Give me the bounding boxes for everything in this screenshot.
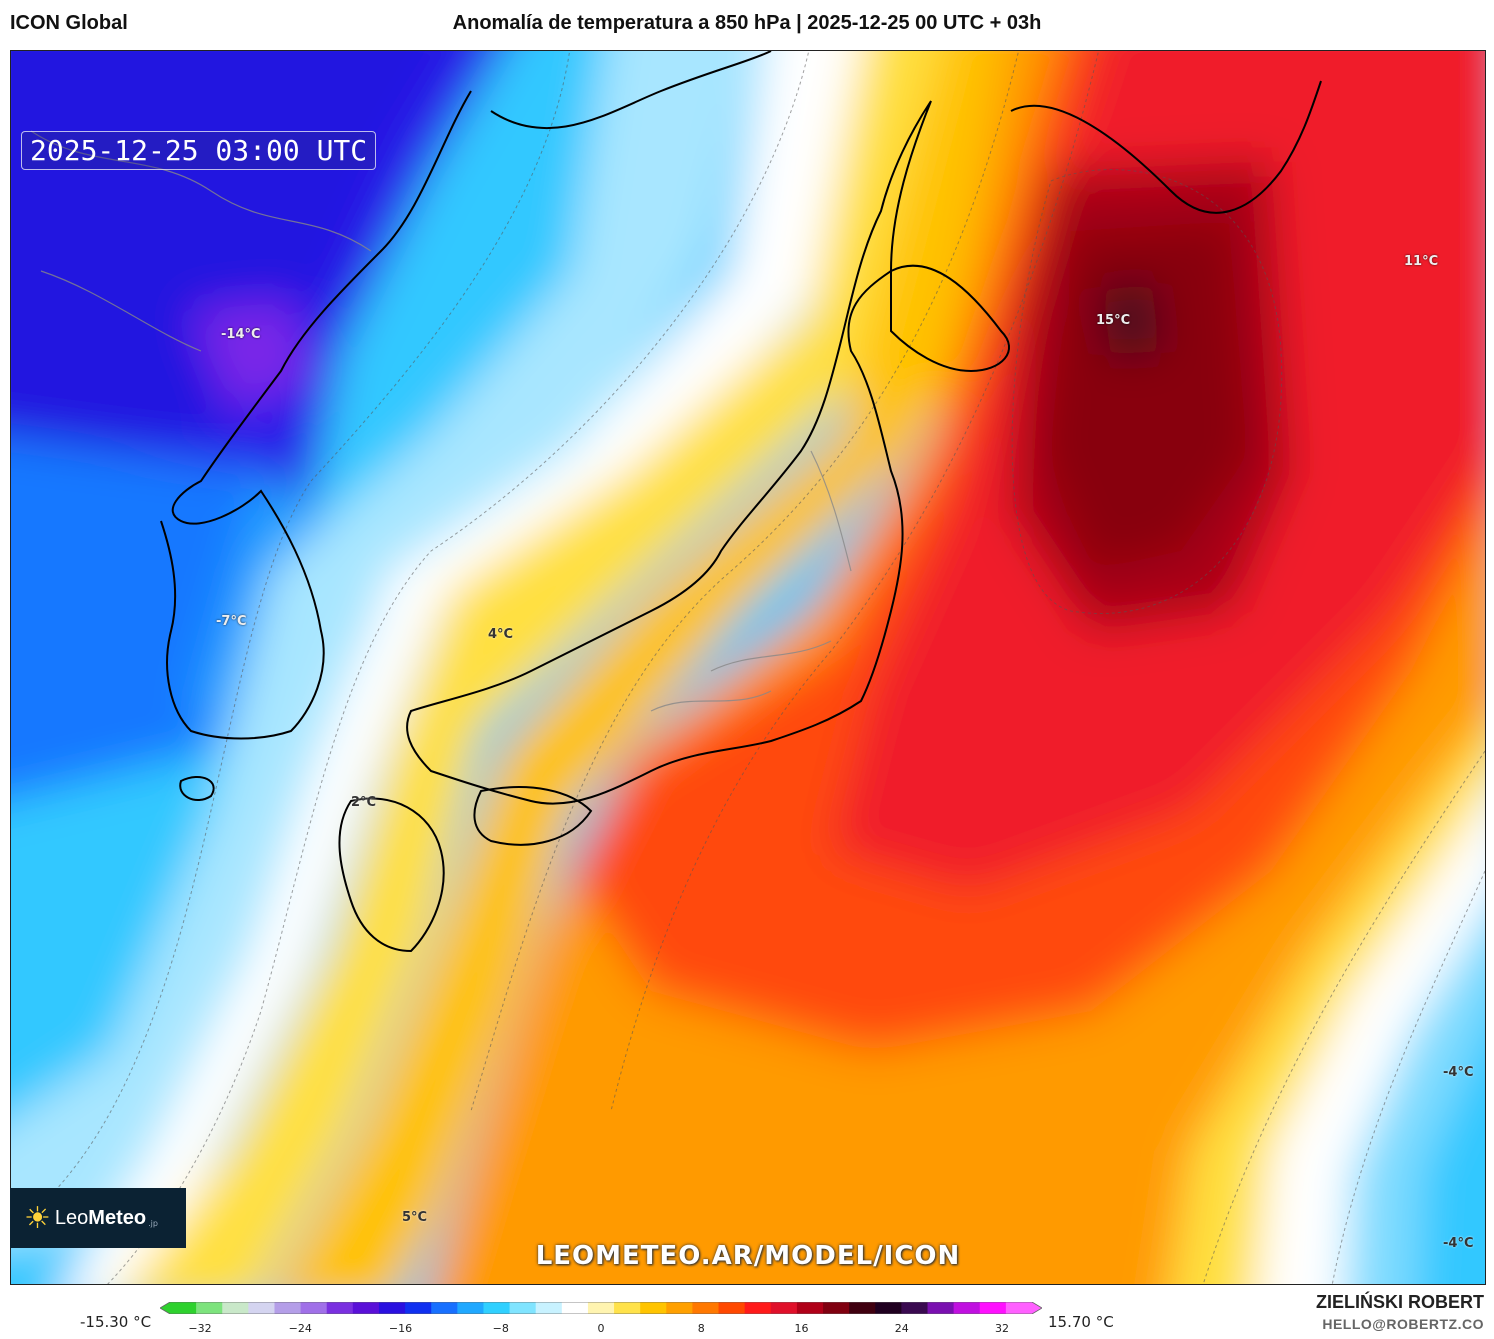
- scale-swatch: [692, 1302, 720, 1314]
- scale-swatch: [326, 1302, 354, 1314]
- valid-time-badge: 2025-12-25 03:00 UTC: [21, 131, 377, 170]
- scale-swatch: [561, 1302, 589, 1314]
- map-panel: 2025-12-25 03:00 UTC -14°C -7°C 4°C 2°C …: [10, 50, 1486, 1285]
- scale-swatch: [770, 1302, 798, 1314]
- scale-swatch: [300, 1302, 328, 1314]
- label-minus4-a: -4°C: [1443, 1065, 1474, 1080]
- scale-tick-label: 8: [697, 1322, 705, 1335]
- scale-swatch: [927, 1302, 955, 1314]
- scale-tick-label: 32: [995, 1322, 1009, 1335]
- scale-tick-label: −24: [288, 1322, 312, 1335]
- admin-borders: [30, 130, 852, 712]
- scale-swatch: [849, 1302, 876, 1314]
- scale-swatch: [979, 1302, 1007, 1314]
- scale-swatch: [431, 1302, 458, 1314]
- scale-swatch: [875, 1302, 902, 1314]
- scale-swatch: [352, 1302, 380, 1314]
- scale-swatch: [222, 1302, 249, 1314]
- isotherm-contours: [11, 51, 1485, 1284]
- scale-swatch: [274, 1302, 302, 1314]
- scale-tick-label: 0: [597, 1322, 605, 1335]
- scale-tick-label: 16: [794, 1322, 809, 1335]
- scale-swatch: [405, 1302, 432, 1314]
- label-5: 5°C: [402, 1210, 428, 1225]
- scale-swatch: [378, 1302, 406, 1314]
- color-scale-ticks: −32 −24 −16 −8 0 8 16 24 32: [160, 1322, 1042, 1338]
- scale-tick-label: −8: [492, 1322, 509, 1335]
- label-minus14: -14°C: [221, 327, 261, 342]
- scale-min-arrow: [160, 1302, 170, 1314]
- scale-max-label: 15.70 °C: [1048, 1313, 1114, 1331]
- sun-icon: ☀: [24, 1200, 51, 1236]
- anomaly-field: [11, 51, 1485, 1284]
- scale-swatch: [953, 1302, 981, 1314]
- scale-swatch: [744, 1302, 772, 1314]
- scale-swatch: [170, 1302, 197, 1314]
- scale-tick-label: 24: [894, 1322, 909, 1335]
- anomaly-field-map: [11, 51, 1485, 1284]
- label-15: 15°C: [1096, 313, 1131, 328]
- site-watermark: LEOMETEO.AR/MODEL/ICON: [535, 1241, 961, 1271]
- scale-swatch: [823, 1302, 850, 1314]
- map-title: Anomalía de temperatura a 850 hPa | 2025…: [452, 12, 1042, 34]
- scale-swatch: [587, 1302, 615, 1314]
- label-11: 11°C: [1404, 254, 1439, 269]
- label-minus7: -7°C: [216, 614, 247, 629]
- scale-swatch: [196, 1302, 223, 1314]
- scale-swatch: [614, 1302, 641, 1314]
- label-minus4-b: -4°C: [1443, 1236, 1474, 1251]
- scale-swatch: [666, 1302, 694, 1314]
- scale-swatch: [796, 1302, 824, 1314]
- model-name: ICON Global: [10, 12, 128, 34]
- color-scale-bar: [160, 1302, 1042, 1314]
- scale-tick-label: −16: [388, 1322, 413, 1335]
- author-name: ZIELIŃSKI ROBERT: [1315, 1292, 1484, 1312]
- label-4: 4°C: [488, 627, 514, 642]
- scale-swatch: [1005, 1302, 1033, 1314]
- logo-wordmark: LeoMeteo: [54, 1206, 147, 1229]
- scale-min-label: -15.30 °C: [80, 1313, 152, 1331]
- scale-swatch: [640, 1302, 667, 1314]
- leometeo-logo[interactable]: ☀ LeoMeteo .jp: [10, 1188, 186, 1248]
- coastlines: [160, 51, 1322, 953]
- scale-tick-label: −32: [188, 1322, 212, 1335]
- author-email[interactable]: HELLO@ROBERTZ.CO: [1322, 1316, 1484, 1332]
- scale-swatch: [248, 1302, 276, 1314]
- scale-swatch: [535, 1302, 563, 1314]
- scale-max-arrow: [1032, 1302, 1042, 1314]
- logo-suffix: .jp: [148, 1218, 158, 1228]
- label-2: 2°C: [351, 795, 377, 810]
- scale-swatch: [718, 1302, 746, 1314]
- scale-swatch: [509, 1302, 537, 1314]
- scale-swatch: [901, 1302, 929, 1314]
- scale-swatch: [457, 1302, 485, 1314]
- scale-swatch: [483, 1302, 511, 1314]
